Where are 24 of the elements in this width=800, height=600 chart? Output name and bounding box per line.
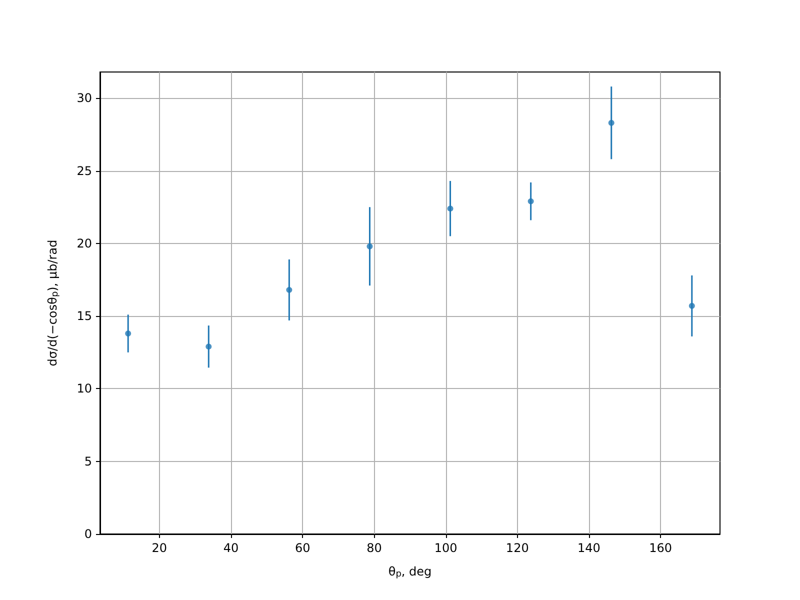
y-tick-label: 5 (84, 454, 92, 468)
y-tick-label: 0 (84, 527, 92, 541)
x-tick-label: 160 (649, 541, 672, 555)
point (125, 330, 132, 337)
x-tick-label: 60 (294, 541, 310, 555)
point (366, 243, 373, 250)
point (447, 206, 454, 212)
point (206, 344, 212, 350)
point (286, 286, 292, 293)
x-tick-label: 80 (366, 541, 382, 555)
y-tick-label: 10 (76, 382, 92, 396)
y-tick-label: 20 (76, 236, 92, 250)
x-tick-label: 100 (434, 541, 458, 555)
y-tick-label: 30 (76, 91, 92, 106)
y-tick-label: 15 (76, 309, 92, 324)
point (608, 120, 614, 126)
y-tick-label: 25 (76, 164, 92, 178)
point (528, 198, 534, 204)
x-tick-label: 120 (506, 541, 529, 555)
y-axis-title: dσ/d(−cosθp), μb/rad (46, 240, 60, 366)
x-tick-label: 20 (152, 541, 168, 555)
x-tick-label: 140 (578, 541, 600, 555)
point (688, 302, 695, 309)
x-tick-label: 40 (223, 541, 239, 555)
